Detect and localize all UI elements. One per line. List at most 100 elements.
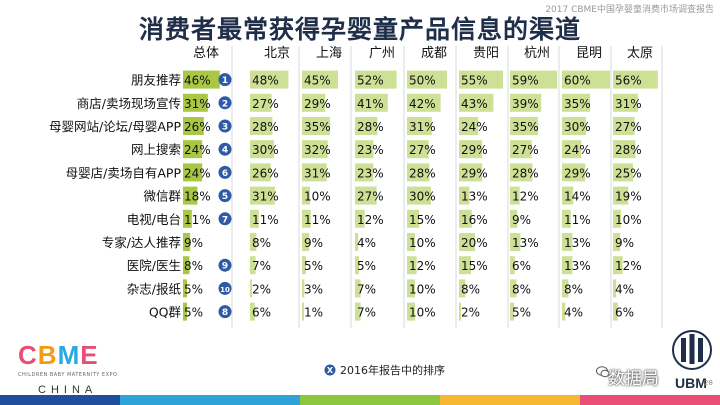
- column-header: 太原: [627, 46, 653, 61]
- rank-number: 3: [222, 123, 228, 133]
- value-label: 5%: [512, 306, 531, 320]
- value-label: 11%: [184, 213, 211, 227]
- value-label: 24%: [564, 143, 591, 157]
- value-bar: [250, 279, 252, 298]
- value-bar: [302, 209, 311, 228]
- legend-marker-label: X: [327, 366, 334, 375]
- row-label: 杂志/报纸: [127, 281, 182, 296]
- value-label: 20%: [461, 236, 488, 250]
- value-label: 15%: [409, 213, 436, 227]
- value-bar: [459, 209, 472, 228]
- color-stripe: [580, 395, 720, 405]
- value-bar: [459, 302, 461, 321]
- value-bar: [562, 163, 586, 182]
- column-header: 上海: [316, 46, 342, 61]
- rank-number: 1: [222, 76, 228, 86]
- value-bar: [562, 117, 586, 135]
- rank-badge: [218, 165, 232, 179]
- value-label: 45%: [304, 74, 331, 88]
- row-label: 微信群: [143, 189, 181, 204]
- value-label: 39%: [512, 97, 539, 111]
- value-bar: [250, 302, 255, 321]
- value-bar: [250, 163, 271, 182]
- value-bar: [613, 302, 618, 321]
- value-label: 35%: [304, 120, 331, 134]
- value-label: 7%: [357, 282, 376, 296]
- value-label: 12%: [512, 190, 539, 204]
- value-bar: [407, 209, 419, 228]
- value-label: 11%: [564, 213, 591, 227]
- value-bar: [183, 140, 203, 159]
- value-bar: [510, 93, 542, 112]
- value-bar: [510, 117, 538, 135]
- value-label: 12%: [615, 259, 642, 273]
- logo-letter: M: [57, 340, 81, 370]
- value-label: 56%: [615, 74, 642, 88]
- value-label: 10%: [615, 213, 642, 227]
- value-label: 13%: [461, 190, 488, 204]
- value-bar: [510, 256, 515, 275]
- value-bar: [562, 209, 571, 228]
- value-bar: [250, 233, 257, 251]
- value-label: 10%: [304, 190, 331, 204]
- color-stripe: [0, 395, 120, 405]
- value-label: 50%: [409, 74, 436, 88]
- rank-number: 6: [222, 169, 228, 179]
- value-bar: [459, 186, 470, 205]
- value-bar: [459, 256, 471, 275]
- value-bar: [302, 233, 310, 251]
- value-label: 13%: [512, 236, 539, 250]
- value-bar: [459, 163, 483, 182]
- value-label: 6%: [512, 259, 531, 273]
- value-bar: [355, 256, 359, 275]
- value-label: 30%: [564, 120, 591, 134]
- row-label: 电视/电台: [127, 212, 181, 227]
- value-label: 5%: [357, 259, 376, 273]
- value-bar: [355, 93, 388, 112]
- value-label: 35%: [564, 97, 591, 111]
- value-bar: [562, 93, 590, 112]
- value-label: 28%: [357, 120, 384, 134]
- value-bar: [355, 70, 397, 89]
- value-label: 15%: [461, 259, 488, 273]
- rank-number: 7: [222, 215, 228, 225]
- legend-marker: [324, 364, 336, 376]
- column-header: 昆明: [576, 46, 602, 61]
- rank-badge: [218, 96, 232, 110]
- value-label: 2%: [252, 282, 271, 296]
- value-bar: [250, 117, 273, 135]
- value-bar: [183, 209, 192, 228]
- value-bar: [407, 302, 415, 321]
- value-label: 10%: [409, 306, 436, 320]
- logo-letter: C: [18, 340, 38, 370]
- value-label: 27%: [512, 143, 539, 157]
- value-label: 46%: [184, 74, 211, 88]
- value-bar: [183, 302, 187, 321]
- value-bar: [183, 117, 204, 135]
- value-bar: [302, 140, 328, 159]
- value-label: 48%: [252, 74, 279, 88]
- rank-badge: [218, 189, 232, 203]
- value-bar: [562, 233, 573, 251]
- value-bar: [407, 163, 430, 182]
- value-label: 27%: [252, 97, 279, 111]
- value-label: 35%: [512, 120, 539, 134]
- value-label: 27%: [409, 143, 436, 157]
- row-label: 商店/卖场现场宣传: [77, 96, 181, 111]
- row-label: 网上搜索: [131, 142, 181, 157]
- value-bar: [407, 93, 441, 112]
- value-label: 8%: [564, 282, 583, 296]
- value-label: 27%: [615, 120, 642, 134]
- value-label: 24%: [184, 143, 211, 157]
- value-label: 26%: [252, 166, 279, 180]
- value-bar: [355, 186, 377, 205]
- rank-number: 10: [220, 286, 230, 294]
- report-tag: 2017 CBME中国孕婴童消费市场调查报告: [545, 5, 714, 15]
- rank-badge: [218, 73, 232, 87]
- value-bar: [510, 186, 520, 205]
- value-label: 55%: [461, 74, 488, 88]
- value-bar: [183, 256, 190, 275]
- value-label: 29%: [304, 97, 331, 111]
- color-stripe: [120, 395, 300, 405]
